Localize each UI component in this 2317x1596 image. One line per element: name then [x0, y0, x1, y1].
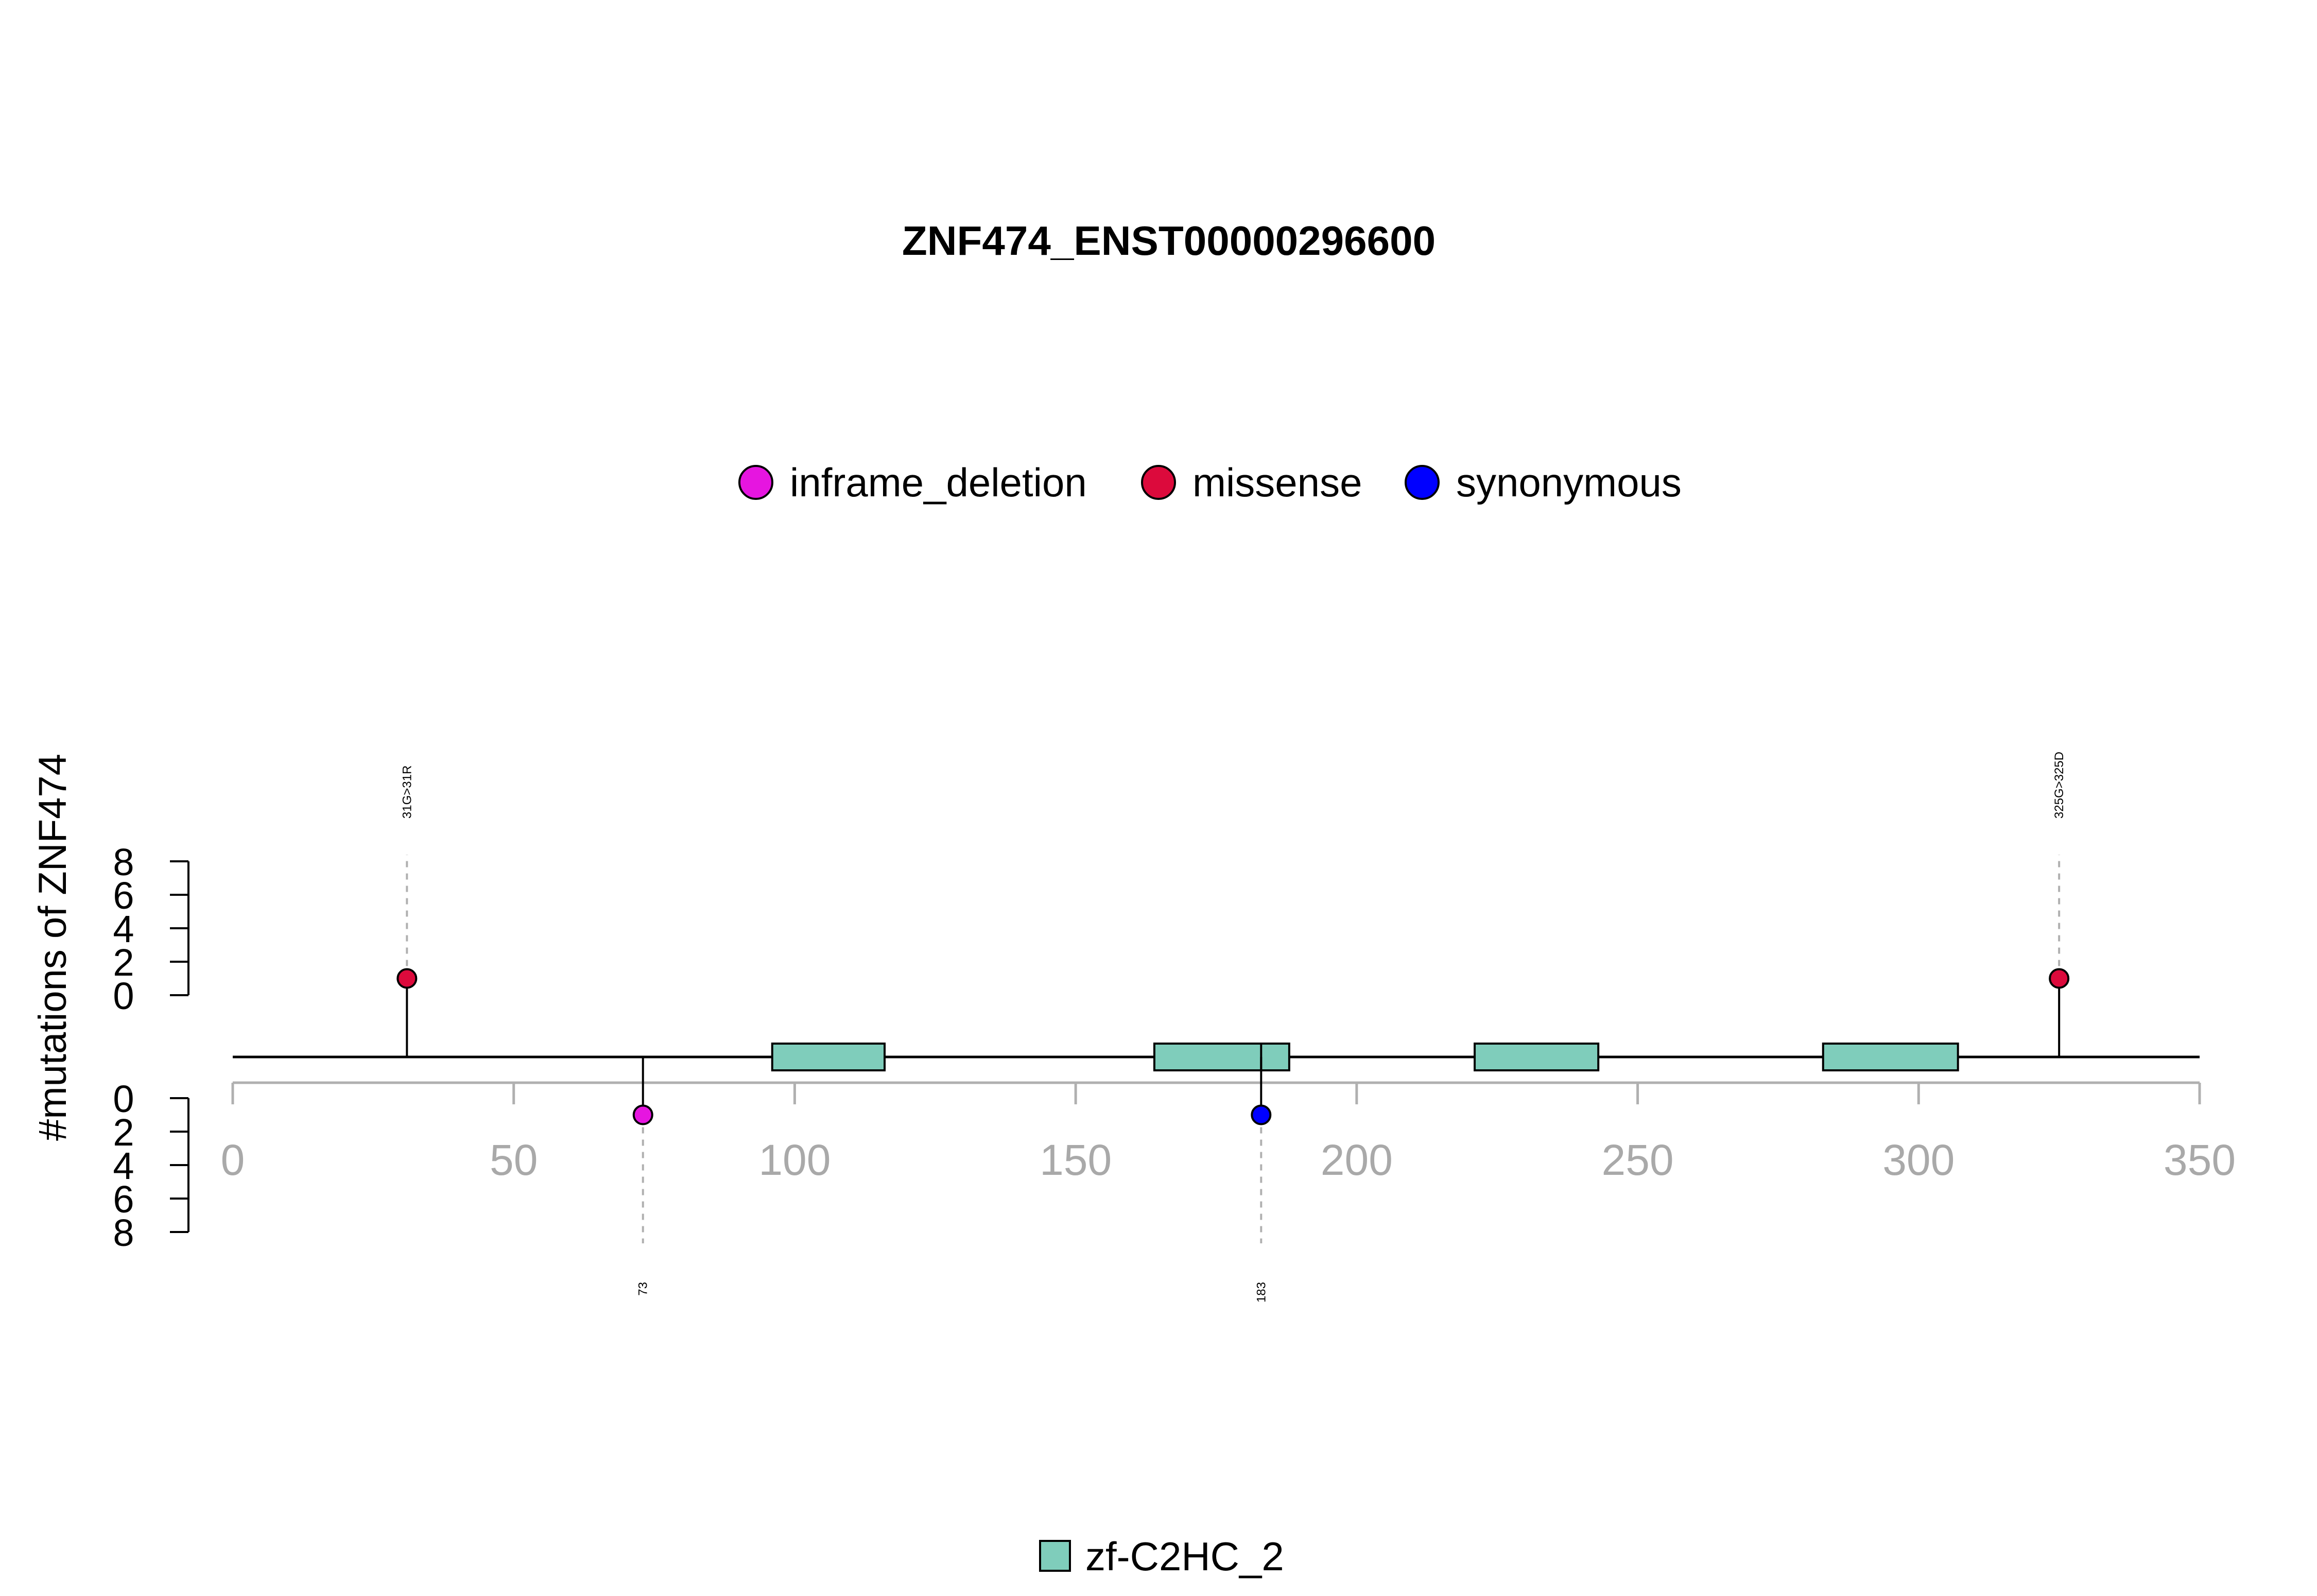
x-tick-label-200: 200: [1321, 1136, 1393, 1184]
domain-zf-c2hc-2-3: [1474, 1043, 1600, 1071]
domain-legend-item-zf-c2hc-2: zf-C2HC_2: [1039, 1534, 1284, 1579]
mutation-label-73: 73: [636, 1282, 650, 1296]
y-tick-label-bottom-2: 2: [113, 1111, 134, 1154]
protein-domains: [771, 1043, 1959, 1071]
mutation-73: 73: [632, 1057, 653, 1296]
mutation-183: 183: [1251, 1057, 1272, 1303]
mutation-point-183: [1251, 1104, 1272, 1125]
mutation-point-31: [396, 968, 418, 989]
mutation-label-183: 183: [1254, 1282, 1268, 1303]
mutation-label-325: 325G>325D: [2052, 752, 2066, 819]
legend-swatch-missense: [1141, 465, 1176, 500]
y-tick-label-top-6: 6: [113, 874, 134, 917]
y-tick-label-bottom-4: 4: [113, 1144, 134, 1187]
y-tick-label-top-0: 0: [113, 975, 134, 1017]
domain-legend-swatch-zf-c2hc-2: [1039, 1540, 1071, 1572]
y-tick-label-bottom-6: 6: [113, 1178, 134, 1221]
legend-label-missense: missense: [1192, 460, 1362, 505]
y-tick-label-top-2: 2: [113, 941, 134, 984]
legend-item-missense: missense: [1141, 460, 1362, 505]
legend-swatch-inframe-deletion: [738, 465, 773, 500]
domain-zf-c2hc-2-4: [1822, 1043, 1959, 1071]
y-tick-label-top-8: 8: [113, 841, 134, 883]
legend-swatch-synonymous: [1405, 465, 1440, 500]
domain-zf-c2hc-2-1: [771, 1043, 886, 1071]
x-tick-label-250: 250: [1601, 1136, 1673, 1184]
x-tick-label-300: 300: [1882, 1136, 1955, 1184]
x-axis: 0 50 100 150 200 250 300 350: [221, 1081, 2236, 1184]
x-tick-label-150: 150: [1040, 1136, 1112, 1184]
mutation-lollipops: 31G>31R 73 183 325G>325D: [396, 752, 2070, 1303]
mutation-point-73: [632, 1104, 653, 1125]
legend-label-inframe-deletion: inframe_deletion: [790, 460, 1087, 505]
x-tick-label-100: 100: [758, 1136, 831, 1184]
mutation-325: 325G>325D: [2049, 752, 2070, 1057]
y-axis-label: #mutations of ZNF474: [31, 754, 75, 1141]
x-tick-label-0: 0: [221, 1136, 245, 1184]
y-tick-label-bottom-0: 0: [113, 1078, 134, 1120]
legend-label-synonymous: synonymous: [1456, 460, 1682, 505]
mutation-label-31: 31G>31R: [400, 766, 414, 819]
mutation-point-325: [2049, 968, 2070, 989]
x-tick-label-350: 350: [2164, 1136, 2236, 1184]
mutation-type-legend: inframe_deletion missense synonymous: [738, 460, 1682, 505]
legend-item-synonymous: synonymous: [1405, 460, 1682, 505]
y-tick-label-bottom-8: 8: [113, 1211, 134, 1254]
chart-title: ZNF474_ENST00000296600: [902, 218, 1436, 264]
domain-legend-label-zf-c2hc-2: zf-C2HC_2: [1085, 1534, 1284, 1579]
y-tick-label-top-4: 4: [113, 908, 134, 950]
mutation-31: 31G>31R: [396, 766, 418, 1057]
domain-legend: zf-C2HC_2: [1039, 1534, 1284, 1579]
x-tick-label-50: 50: [490, 1136, 538, 1184]
legend-item-inframe-deletion: inframe_deletion: [738, 460, 1087, 505]
domain-zf-c2hc-2-2: [1153, 1043, 1290, 1071]
